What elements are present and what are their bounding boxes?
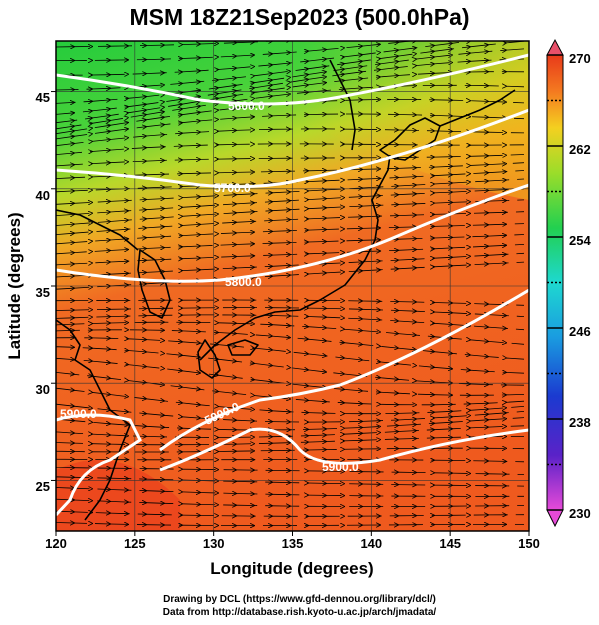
colorbar-tick-label: 270 [569, 51, 591, 66]
y-tick-label: 35 [36, 285, 50, 300]
credits: Drawing by DCL (https://www.gfd-dennou.o… [0, 593, 599, 619]
colorbar-tick-label: 262 [569, 142, 591, 157]
streamline [56, 144, 525, 163]
x-tick-label: 125 [124, 536, 146, 551]
coastline-honshu [199, 154, 391, 361]
y-tick-label: 25 [36, 479, 50, 494]
streamline [56, 509, 525, 516]
colorbar-tick-label: 254 [569, 233, 591, 248]
contour-label-5900-west: 5900.0 [60, 407, 97, 421]
plot-title: MSM 18Z21Sep2023 (500.0hPa) [129, 4, 470, 30]
contour-label-5600: 5600.0 [228, 99, 265, 113]
streamline [56, 499, 525, 507]
contour-5700 [56, 108, 529, 189]
x-axis-title: Longitude (degrees) [210, 559, 373, 578]
coastline-mainland [56, 209, 139, 521]
contour-label-5700: 5700.0 [214, 181, 251, 195]
coastline-shikoku [227, 339, 259, 356]
height-contours [56, 53, 529, 517]
coastline-korea [137, 249, 171, 319]
y-axis-title: Latitude (degrees) [5, 212, 24, 359]
contour-label-5800: 5800.0 [225, 275, 262, 289]
streamline [56, 200, 525, 226]
streamline [56, 262, 525, 289]
contour-5600 [56, 53, 529, 106]
x-tick-label: 145 [439, 536, 461, 551]
x-tick-label: 140 [360, 536, 382, 551]
contour-label-5900-south: 5900.0 [322, 460, 359, 474]
y-tick-label: 45 [36, 90, 50, 105]
streamline [56, 520, 524, 526]
credit-data: Data from http://database.rish.kyoto-u.a… [162, 607, 437, 618]
streamline [56, 457, 525, 462]
coastline-kurils [439, 89, 516, 127]
contour-5900-center [159, 288, 529, 452]
coastline-layer [56, 59, 516, 521]
x-tick-marks [55, 531, 530, 536]
streamline [56, 436, 525, 445]
x-tick-label: 130 [203, 536, 225, 551]
credit-drawing: Drawing by DCL (https://www.gfd-dennou.o… [163, 594, 436, 605]
coastline-sakhalin [329, 59, 356, 151]
map-plot-area [56, 41, 529, 531]
colorbar: 230 238 246 254 262 270 [546, 38, 591, 528]
contour-5900-south [159, 427, 529, 472]
colorbar-tick-label: 230 [569, 506, 591, 521]
x-axis: 120 125 130 135 140 145 150 Longitude (d… [45, 531, 540, 578]
x-tick-label: 120 [45, 536, 67, 551]
contour-5800 [56, 183, 529, 283]
y-axis: 25 30 35 40 45 Latitude (degrees) [5, 90, 56, 494]
streamline [56, 299, 525, 305]
streamline [56, 129, 525, 152]
x-tick-label: 150 [518, 536, 540, 551]
x-tick-label: 135 [282, 536, 304, 551]
colorbar-tick-label: 246 [569, 324, 591, 339]
colorbar-tick-marks [547, 54, 563, 511]
y-tick-marks [51, 91, 56, 481]
colorbar-bottom-triangle [546, 509, 564, 528]
y-tick-label: 30 [36, 382, 50, 397]
contour-5900-west [56, 413, 142, 517]
streamline [56, 477, 525, 486]
colorbar-top-triangle [546, 38, 564, 56]
streamline [56, 308, 525, 317]
coastline-kyushu [197, 339, 221, 379]
colorbar-tick-label: 238 [569, 415, 591, 430]
y-tick-label: 40 [36, 188, 50, 203]
streamline [56, 467, 525, 475]
coastline-hokkaido [379, 117, 441, 161]
